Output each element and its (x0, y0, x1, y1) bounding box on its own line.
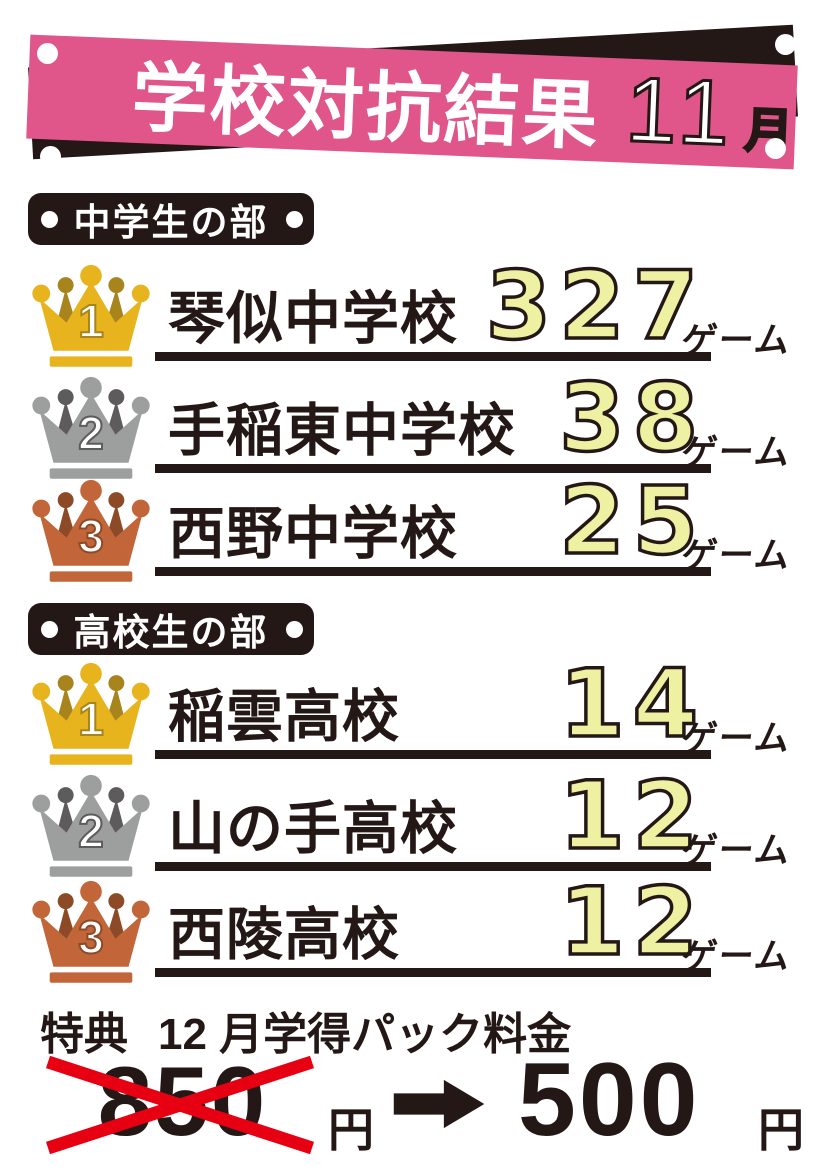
ranking-row: 3 西野中学校 25 ゲーム (0, 467, 826, 577)
section-badge-middle-school: 中学生の部 (28, 193, 314, 245)
score-value: 327 (484, 252, 706, 361)
rank-number: 3 (77, 911, 105, 963)
school-name: 西陵高校 (168, 903, 400, 967)
header-banner: 学校対抗結果 11 月 (0, 0, 826, 200)
score-unit: ゲーム (678, 719, 795, 758)
page-title: 学校対抗結果 (130, 55, 602, 160)
new-price: 500 (518, 1042, 701, 1158)
score-value: 14 (557, 650, 706, 759)
bronze-crown-icon: 3 (30, 880, 152, 986)
row-underline (155, 750, 711, 759)
school-name: 手稲東中学校 (168, 399, 516, 463)
silver-crown-icon: 2 (30, 376, 152, 482)
score-unit: ゲーム (678, 536, 795, 575)
rank-number: 1 (77, 693, 105, 745)
screw-dot-icon (765, 138, 786, 159)
old-price-unit: 円 (328, 1104, 374, 1156)
rank-number: 1 (77, 295, 105, 347)
gold-crown-icon: 1 (30, 264, 152, 370)
screw-dot-icon (40, 146, 61, 167)
promo-label: 特典 (40, 1010, 128, 1059)
ranking-row: 2 山の手高校 12 ゲーム (0, 762, 826, 872)
school-name: 山の手高校 (168, 797, 458, 861)
score-value: 12 (557, 762, 706, 871)
ranking-row: 3 西陵高校 12 ゲーム (0, 868, 826, 978)
score-unit: ゲーム (678, 321, 795, 360)
score-value: 38 (557, 364, 706, 473)
rank-number: 2 (77, 407, 105, 459)
section-label: 高校生の部 (73, 612, 269, 653)
row-underline (155, 968, 711, 977)
right-arrow-icon (393, 1079, 485, 1129)
score-value: 12 (557, 868, 706, 977)
new-price-unit: 円 (758, 1104, 804, 1156)
ranking-row: 2 手稲東中学校 38 ゲーム (0, 364, 826, 474)
row-underline (155, 567, 711, 576)
ranking-row: 1 稲雲高校 14 ゲーム (0, 650, 826, 760)
month-number: 11 (622, 57, 741, 166)
red-cross-strike-icon (45, 1056, 315, 1154)
bullet-dot-icon (41, 621, 58, 638)
score-unit: ゲーム (678, 937, 795, 976)
ranking-row: 1 琴似中学校 327 ゲーム (0, 252, 826, 362)
section-badge-high-school: 高校生の部 (28, 603, 314, 655)
row-underline (155, 352, 711, 361)
row-underline (155, 862, 711, 871)
promo-title: 特典 12 月学得パック料金 (40, 998, 571, 1062)
gold-crown-icon: 1 (30, 662, 152, 768)
promo-description: 12 月学得パック料金 (158, 1010, 572, 1059)
bullet-dot-icon (286, 621, 303, 638)
bullet-dot-icon (41, 211, 58, 228)
school-name: 琴似中学校 (168, 287, 458, 351)
bullet-dot-icon (286, 211, 303, 228)
score-unit: ゲーム (678, 831, 795, 870)
screw-dot-icon (37, 43, 58, 64)
silver-crown-icon: 2 (30, 774, 152, 880)
row-underline (155, 464, 711, 473)
screw-dot-icon (775, 34, 796, 55)
school-name: 西野中学校 (168, 502, 458, 566)
section-label: 中学生の部 (73, 202, 269, 243)
score-value: 25 (557, 467, 706, 576)
school-name: 稲雲高校 (168, 685, 400, 749)
rank-number: 2 (77, 805, 105, 857)
rank-number: 3 (77, 510, 105, 562)
bronze-crown-icon: 3 (30, 479, 152, 585)
